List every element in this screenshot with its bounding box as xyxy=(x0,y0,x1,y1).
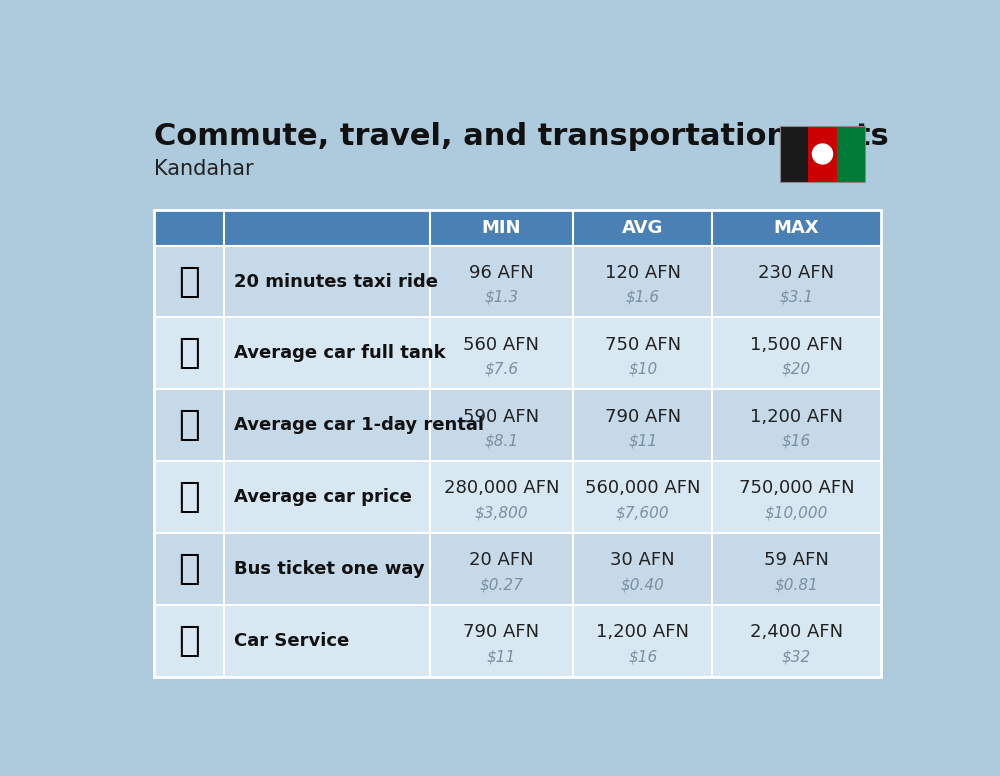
Text: 1,200 AFN: 1,200 AFN xyxy=(596,623,689,641)
Text: 30 AFN: 30 AFN xyxy=(610,552,675,570)
Bar xyxy=(154,317,881,390)
Text: $3,800: $3,800 xyxy=(474,505,528,521)
Text: 280,000 AFN: 280,000 AFN xyxy=(444,480,559,497)
Text: $10,000: $10,000 xyxy=(765,505,828,521)
Text: $8.1: $8.1 xyxy=(484,434,518,449)
Text: $1.6: $1.6 xyxy=(626,289,660,305)
Bar xyxy=(837,126,865,182)
Text: MIN: MIN xyxy=(482,219,521,237)
Text: $0.27: $0.27 xyxy=(479,577,523,592)
Bar xyxy=(780,126,808,182)
Text: 🚙: 🚙 xyxy=(179,408,200,442)
Text: 230 AFN: 230 AFN xyxy=(758,264,835,282)
Text: Car Service: Car Service xyxy=(234,632,349,650)
Text: $0.81: $0.81 xyxy=(775,577,818,592)
Text: 96 AFN: 96 AFN xyxy=(469,264,534,282)
Text: 120 AFN: 120 AFN xyxy=(605,264,681,282)
Text: 20 minutes taxi ride: 20 minutes taxi ride xyxy=(234,272,438,290)
Text: 🚖: 🚖 xyxy=(179,265,200,299)
Text: 560 AFN: 560 AFN xyxy=(463,336,539,354)
Bar xyxy=(808,126,837,182)
Text: $0.40: $0.40 xyxy=(621,577,665,592)
Bar xyxy=(780,126,865,182)
Text: 2,400 AFN: 2,400 AFN xyxy=(750,623,843,641)
Bar xyxy=(154,605,881,677)
Text: MAX: MAX xyxy=(774,219,819,237)
Text: 750 AFN: 750 AFN xyxy=(605,336,681,354)
Text: 🚌: 🚌 xyxy=(179,552,200,586)
Bar xyxy=(154,210,881,245)
Text: 20 AFN: 20 AFN xyxy=(469,552,534,570)
Bar xyxy=(154,390,881,461)
Text: 560,000 AFN: 560,000 AFN xyxy=(585,480,700,497)
Text: $16: $16 xyxy=(628,650,657,664)
Circle shape xyxy=(812,144,833,164)
Text: 790 AFN: 790 AFN xyxy=(605,407,681,425)
Text: Average car 1-day rental: Average car 1-day rental xyxy=(234,416,484,435)
Text: $32: $32 xyxy=(782,650,811,664)
Text: $7.6: $7.6 xyxy=(484,362,518,376)
Bar xyxy=(154,210,881,677)
Text: $7,600: $7,600 xyxy=(616,505,670,521)
Text: $16: $16 xyxy=(782,434,811,449)
Text: 🚗: 🚗 xyxy=(179,480,200,514)
Text: Commute, travel, and transportation costs: Commute, travel, and transportation cost… xyxy=(154,123,889,151)
Text: $11: $11 xyxy=(628,434,657,449)
Text: $20: $20 xyxy=(782,362,811,376)
Text: 1,500 AFN: 1,500 AFN xyxy=(750,336,843,354)
Text: 🔧: 🔧 xyxy=(179,624,200,658)
Text: AVG: AVG xyxy=(622,219,663,237)
Text: Bus ticket one way: Bus ticket one way xyxy=(234,560,424,578)
Text: Kandahar: Kandahar xyxy=(154,158,254,178)
Bar xyxy=(154,533,881,605)
Text: ⛽: ⛽ xyxy=(179,336,200,370)
Text: Average car price: Average car price xyxy=(234,488,411,506)
Text: $3.1: $3.1 xyxy=(779,289,814,305)
Text: $11: $11 xyxy=(487,650,516,664)
Bar xyxy=(154,245,881,317)
Text: Average car full tank: Average car full tank xyxy=(234,345,445,362)
Text: 790 AFN: 790 AFN xyxy=(463,623,539,641)
Text: 750,000 AFN: 750,000 AFN xyxy=(739,480,854,497)
Text: $1.3: $1.3 xyxy=(484,289,518,305)
Text: $10: $10 xyxy=(628,362,657,376)
Text: 59 AFN: 59 AFN xyxy=(764,552,829,570)
Bar xyxy=(154,461,881,533)
Text: 590 AFN: 590 AFN xyxy=(463,407,539,425)
Text: 1,200 AFN: 1,200 AFN xyxy=(750,407,843,425)
